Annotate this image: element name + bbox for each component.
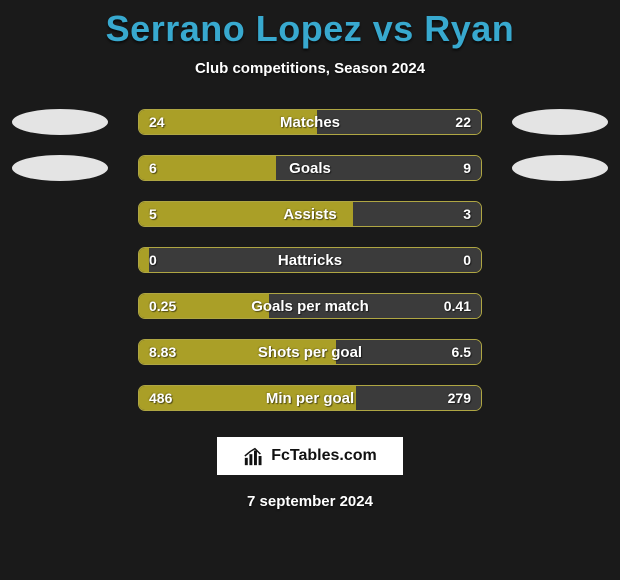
- bar-chart-icon: [243, 445, 265, 467]
- comparison-area: 24Matches22 6Goals9 5Assists3 0Hattricks0 0.…: [0, 109, 620, 411]
- stat-label: Shots per goal: [139, 340, 481, 364]
- stat-label: Goals per match: [139, 294, 481, 318]
- stat-row: 8.83Shots per goal6.5: [138, 339, 482, 365]
- stat-label: Assists: [139, 202, 481, 226]
- stat-row: 0.25Goals per match0.41: [138, 293, 482, 319]
- stat-label: Matches: [139, 110, 481, 134]
- team-badge: [512, 109, 608, 135]
- stat-label: Goals: [139, 156, 481, 180]
- stat-value-right: 0: [463, 248, 471, 272]
- content-root: Serrano Lopez vs Ryan Club competitions,…: [0, 0, 620, 580]
- team-badge: [12, 109, 108, 135]
- watermark-text: FcTables.com: [271, 447, 377, 465]
- stat-row: 6Goals9: [138, 155, 482, 181]
- stat-row: 0Hattricks0: [138, 247, 482, 273]
- stat-value-right: 9: [463, 156, 471, 180]
- stat-value-right: 3: [463, 202, 471, 226]
- stat-label: Hattricks: [139, 248, 481, 272]
- stat-value-right: 279: [448, 386, 471, 410]
- team-badges-left: [12, 109, 108, 181]
- stat-value-right: 6.5: [452, 340, 471, 364]
- watermark-banner: FcTables.com: [217, 437, 403, 475]
- stat-label: Min per goal: [139, 386, 481, 410]
- page-subtitle: Club competitions, Season 2024: [195, 60, 425, 77]
- stat-row: 24Matches22: [138, 109, 482, 135]
- team-badge: [12, 155, 108, 181]
- team-badges-right: [512, 109, 608, 181]
- stat-value-right: 0.41: [444, 294, 471, 318]
- date-label: 7 september 2024: [247, 493, 373, 510]
- stat-row: 486Min per goal279: [138, 385, 482, 411]
- stat-row: 5Assists3: [138, 201, 482, 227]
- stat-rows: 24Matches22 6Goals9 5Assists3 0Hattricks0 0.…: [138, 109, 482, 411]
- team-badge: [512, 155, 608, 181]
- page-title: Serrano Lopez vs Ryan: [106, 8, 515, 50]
- stat-value-right: 22: [455, 110, 471, 134]
